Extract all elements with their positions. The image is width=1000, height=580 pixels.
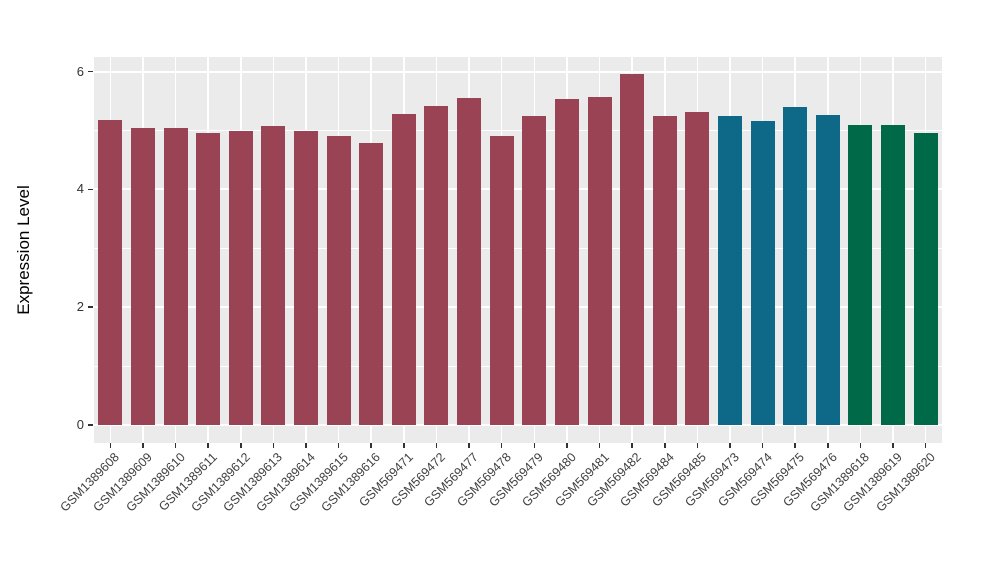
bar-GSM1389615 [326,136,351,425]
x-tick-mark [761,443,764,448]
x-tick-mark [696,443,699,448]
bar-GSM569482 [620,73,645,425]
x-tick-mark [729,443,731,448]
bar-GSM569484 [652,115,677,425]
x-tick-mark [664,443,666,448]
h-gridline-minor [94,365,942,367]
bar-GSM569475 [783,106,808,425]
bar-GSM569476 [815,115,840,425]
x-tick-mark [272,443,275,448]
x-tick-mark [631,443,633,448]
x-tick-mark [500,443,503,448]
h-gridline-major [94,70,942,73]
x-tick-mark [337,443,340,448]
bar-GSM1389608 [98,119,123,425]
h-gridline-major [94,424,942,426]
x-tick-mark [533,443,536,448]
bar-GSM1389612 [228,130,253,425]
bar-GSM569479 [522,116,547,425]
bar-GSM569477 [457,97,482,425]
y-tick-mark [88,424,93,426]
x-tick-mark [174,443,177,448]
bar-GSM569473 [718,115,742,425]
bar-GSM569480 [554,99,579,425]
h-gridline-major [94,188,942,191]
y-tick-label: 0 [76,417,84,432]
bar-GSM569485 [685,111,710,425]
y-tick-label: 4 [76,181,84,197]
y-tick-label: 2 [76,299,84,315]
x-tick-mark [207,443,209,448]
bar-GSM569481 [587,96,612,425]
x-tick-mark [598,443,601,448]
x-tick-mark [827,443,829,448]
x-tick-mark [435,443,438,448]
y-axis-title: Expression Level [14,185,33,315]
x-tick-mark [566,443,568,448]
x-tick-mark [924,443,927,448]
bar-GSM569472 [424,105,449,425]
x-tick-mark [305,443,307,448]
bar-GSM1389614 [294,130,318,425]
h-gridline-major [94,306,942,309]
bar-GSM1389620 [913,132,938,425]
plot-panel [94,57,942,443]
bar-GSM569478 [489,136,514,425]
y-tick-mark [88,306,93,308]
x-tick-mark [403,443,405,448]
bar-GSM569474 [750,120,775,425]
y-tick-mark [88,70,93,73]
x-tick-mark [794,443,796,448]
bar-GSM1389619 [881,124,906,425]
h-gridline-minor [94,247,942,249]
x-tick-mark [859,443,862,448]
bar-GSM1389618 [848,125,873,425]
x-tick-mark [109,443,112,448]
x-tick-mark [142,443,144,448]
h-gridline-minor [94,130,942,131]
bar-GSM1389613 [261,125,286,425]
bar-GSM1389609 [130,127,155,425]
bar-GSM1389616 [359,142,384,425]
x-tick-mark [892,443,894,448]
y-tick-mark [88,188,93,191]
bar-GSM569471 [391,114,416,425]
y-tick-label: 6 [76,63,84,79]
bar-GSM1389610 [163,128,188,425]
x-tick-mark [468,443,470,448]
bar-GSM1389611 [196,132,221,425]
x-tick-mark [370,443,372,448]
x-tick-mark [240,443,242,448]
